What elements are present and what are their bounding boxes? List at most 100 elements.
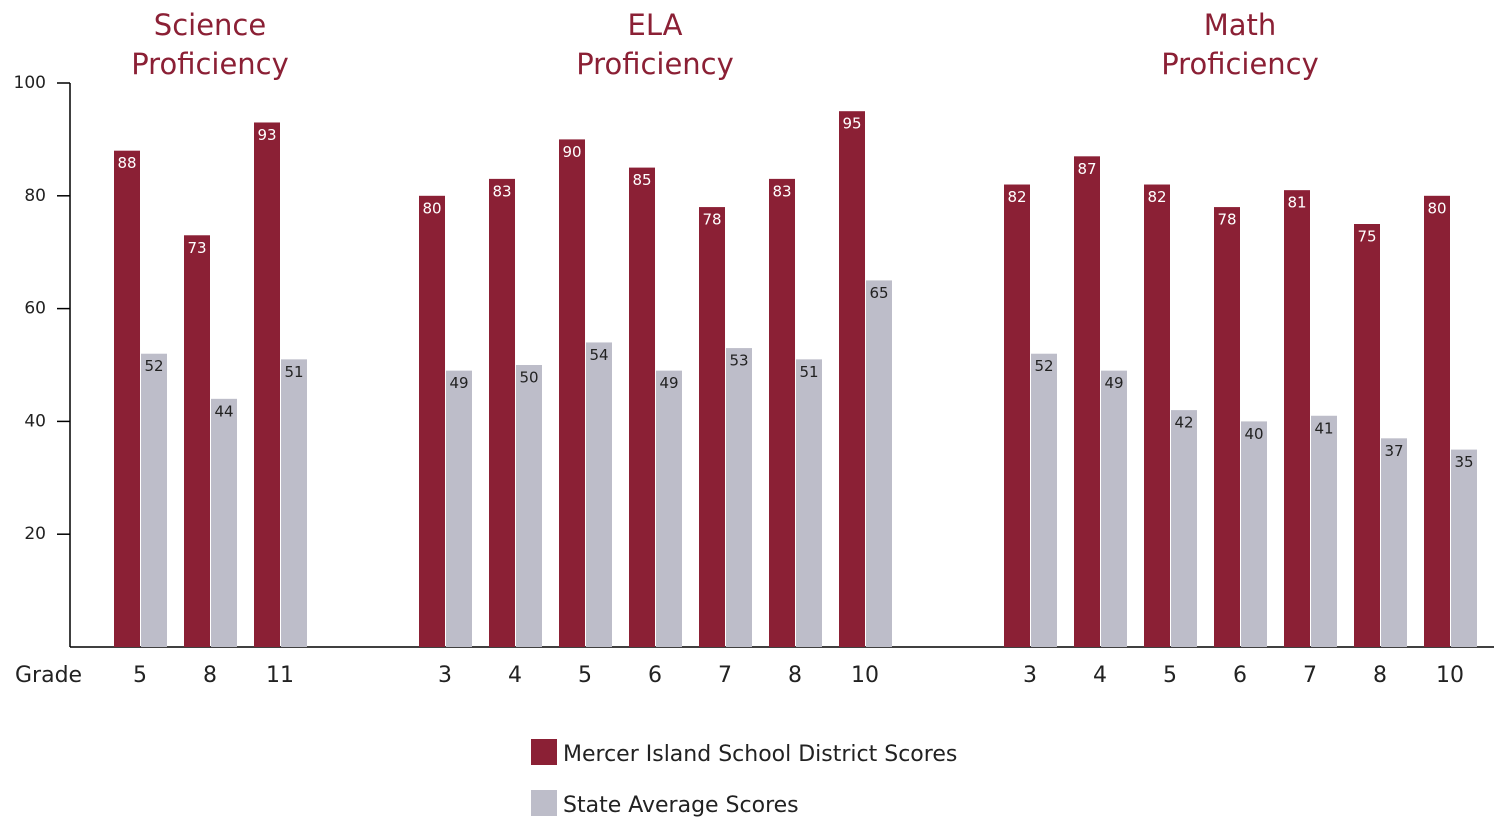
y-tick-label: 60 xyxy=(24,299,46,319)
data-label: 40 xyxy=(1244,425,1263,443)
bar xyxy=(839,111,865,647)
panel-title: Science xyxy=(154,8,266,42)
data-label: 83 xyxy=(772,182,791,200)
x-tick-label: 10 xyxy=(1436,663,1464,688)
data-label: 51 xyxy=(799,363,818,381)
data-label: 42 xyxy=(1174,414,1193,432)
data-label: 41 xyxy=(1314,419,1333,437)
panel-title: Proficiency xyxy=(1161,47,1319,81)
bar xyxy=(141,353,167,647)
x-tick-label: 3 xyxy=(1023,663,1037,688)
x-tick-label: 8 xyxy=(788,663,802,688)
data-label: 53 xyxy=(729,352,748,370)
data-label: 78 xyxy=(1217,211,1236,229)
bar xyxy=(184,235,210,647)
bar xyxy=(656,370,682,647)
x-tick-label: 8 xyxy=(203,663,217,688)
bar xyxy=(866,280,892,647)
data-label: 52 xyxy=(1034,357,1053,375)
x-tick-label: 4 xyxy=(1093,663,1107,688)
bar xyxy=(114,150,140,647)
data-label: 80 xyxy=(1427,199,1446,217)
bar xyxy=(1451,449,1477,647)
x-axis-label: Grade xyxy=(15,663,82,688)
legend-swatch xyxy=(531,790,557,816)
data-label: 80 xyxy=(422,199,441,217)
bar xyxy=(419,195,445,648)
panel-title: Proficiency xyxy=(131,47,289,81)
bar xyxy=(1284,190,1310,647)
x-tick-label: 10 xyxy=(851,663,879,688)
legend-swatch xyxy=(531,739,557,765)
data-label: 49 xyxy=(1104,374,1123,392)
data-label: 88 xyxy=(117,154,136,172)
bar xyxy=(1241,421,1267,647)
bar xyxy=(1354,224,1380,647)
data-label: 82 xyxy=(1147,188,1166,206)
data-label: 85 xyxy=(632,171,651,189)
data-label: 83 xyxy=(492,182,511,200)
bar xyxy=(629,167,655,647)
data-label: 75 xyxy=(1357,228,1376,246)
bar xyxy=(1171,410,1197,647)
data-label: 44 xyxy=(214,402,233,420)
bar xyxy=(446,370,472,647)
bar xyxy=(211,398,237,647)
data-label: 81 xyxy=(1287,194,1306,212)
legend-label: Mercer Island School District Scores xyxy=(563,742,957,767)
bar xyxy=(586,342,612,647)
data-label: 65 xyxy=(869,284,888,302)
data-label: 73 xyxy=(187,239,206,257)
data-label: 50 xyxy=(519,369,538,387)
bar xyxy=(1031,353,1057,647)
x-tick-label: 6 xyxy=(648,663,662,688)
bar xyxy=(254,122,280,648)
x-tick-label: 5 xyxy=(133,663,147,688)
data-label: 87 xyxy=(1077,160,1096,178)
x-tick-label: 7 xyxy=(718,663,732,688)
bar xyxy=(559,139,585,647)
bar xyxy=(1214,207,1240,647)
data-label: 35 xyxy=(1454,453,1473,471)
bar xyxy=(516,365,542,647)
bar xyxy=(281,359,307,647)
data-label: 49 xyxy=(659,374,678,392)
x-tick-label: 7 xyxy=(1303,663,1317,688)
x-tick-label: 8 xyxy=(1373,663,1387,688)
data-label: 82 xyxy=(1007,188,1026,206)
data-label: 54 xyxy=(589,346,608,364)
data-label: 51 xyxy=(284,363,303,381)
x-tick-label: 5 xyxy=(578,663,592,688)
data-label: 37 xyxy=(1384,442,1403,460)
bar xyxy=(769,178,795,647)
x-tick-label: 3 xyxy=(438,663,452,688)
data-label: 90 xyxy=(562,143,581,161)
data-label: 49 xyxy=(449,374,468,392)
data-label: 95 xyxy=(842,115,861,133)
y-tick-label: 20 xyxy=(24,524,46,544)
y-tick-label: 100 xyxy=(14,73,46,93)
bar xyxy=(489,178,515,647)
bar xyxy=(726,348,752,647)
panel-title: Math xyxy=(1204,8,1277,42)
x-tick-label: 6 xyxy=(1233,663,1247,688)
bar xyxy=(1311,415,1337,647)
legend-label: State Average Scores xyxy=(563,793,799,818)
bar xyxy=(1424,195,1450,648)
panel-title: ELA xyxy=(628,8,683,42)
data-label: 93 xyxy=(257,126,276,144)
bar xyxy=(699,207,725,647)
y-tick-label: 80 xyxy=(24,186,46,206)
bar xyxy=(1144,184,1170,647)
bar xyxy=(1381,438,1407,647)
panel-title: Proficiency xyxy=(576,47,734,81)
data-label: 52 xyxy=(144,357,163,375)
x-tick-label: 4 xyxy=(508,663,522,688)
x-tick-label: 11 xyxy=(266,663,294,688)
bar xyxy=(1004,184,1030,647)
data-label: 78 xyxy=(702,211,721,229)
bar xyxy=(796,359,822,647)
x-tick-label: 5 xyxy=(1163,663,1177,688)
